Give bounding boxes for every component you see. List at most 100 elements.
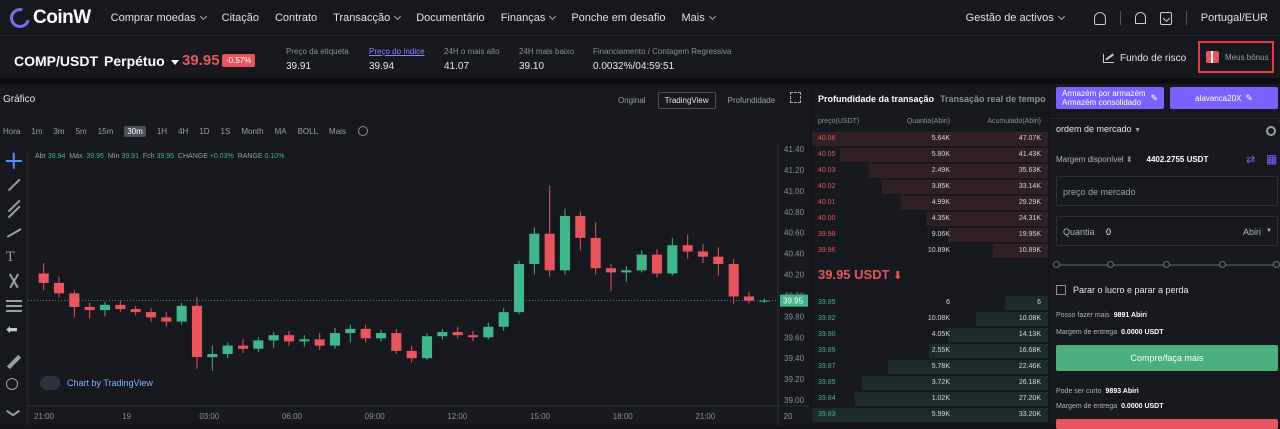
book-row[interactable]: 39.87 5.78K 22.46K — [812, 360, 1048, 374]
bell-icon[interactable] — [1134, 12, 1146, 24]
tp-sl-checkbox[interactable]: Parar o lucro e parar a perda — [1056, 285, 1189, 295]
book-row[interactable]: 39.95 6 6 — [812, 296, 1048, 310]
timeframe-10[interactable]: Month — [241, 126, 264, 136]
locale-selector[interactable]: Portugal/EUR — [1200, 12, 1268, 24]
gear-icon[interactable] — [1266, 126, 1276, 136]
quantity-unit-selector[interactable]: Abiri — [1242, 227, 1261, 237]
timeframe-7[interactable]: 4H — [178, 126, 189, 136]
candle-body — [575, 215, 586, 238]
nav-item-4[interactable]: Documentário — [416, 12, 484, 24]
book-row[interactable]: 39.90 4.05K 14.13K — [812, 328, 1048, 342]
tab-trades[interactable]: Transação real de tempo — [940, 94, 1046, 104]
slider-step[interactable] — [1053, 261, 1060, 268]
brush-icon[interactable] — [6, 226, 22, 240]
slider-step[interactable] — [1273, 261, 1280, 268]
zoom-in-icon[interactable] — [6, 378, 18, 390]
market-price-field[interactable]: preço de mercado — [1056, 176, 1278, 206]
book-row[interactable]: 40.01 4.99K 29.29K — [812, 196, 1048, 210]
asset-management-label: Gestão de activos — [965, 12, 1054, 24]
download-icon[interactable] — [1159, 11, 1172, 25]
fib-icon[interactable] — [6, 199, 21, 218]
timeframe-1[interactable]: 1m — [31, 126, 43, 136]
contract-selector[interactable]: Perpétuo — [104, 53, 179, 69]
timeframe-8[interactable]: 1D — [199, 126, 210, 136]
nav-item-5[interactable]: Finanças — [501, 12, 557, 24]
nav-item-0[interactable]: Comprar moedas — [111, 12, 207, 24]
grid-icon[interactable]: ▦ — [1266, 152, 1278, 166]
book-row[interactable]: 39.83 5.99K 33.20K — [812, 408, 1048, 422]
tab-depth[interactable]: Profundidade da transação — [818, 94, 935, 104]
chart-view-tab[interactable]: TradingView — [657, 92, 716, 109]
risk-fund-link[interactable]: Fundo de risco — [1103, 53, 1186, 64]
sell-short-button[interactable] — [1056, 419, 1278, 429]
timeframe-11[interactable]: MA — [274, 126, 287, 136]
timeframe-2[interactable]: 3m — [53, 126, 65, 136]
timeframe-9[interactable]: 1S — [220, 126, 231, 136]
book-row[interactable]: 40.03 2.49K 35.63K — [812, 164, 1048, 178]
nav-item-3[interactable]: Transacção — [333, 12, 402, 24]
book-row[interactable]: 40.02 3.85K 33.14K — [812, 180, 1048, 194]
candle-body — [605, 268, 617, 273]
depth-bar — [888, 360, 1048, 374]
depth-bar — [929, 344, 1048, 358]
warehouse-mode-button[interactable]: Armazém por armazém Armazém consolidado ✎ — [1056, 87, 1164, 109]
leverage-button[interactable]: alavanca20X ✎ — [1170, 87, 1278, 109]
book-row[interactable]: 39.89 2.55K 16.68K — [812, 344, 1048, 358]
chart-view-tab[interactable]: Profundidade — [727, 96, 776, 105]
settings-gear-icon[interactable] — [357, 126, 368, 136]
arrow-left-icon[interactable]: ⬅ — [6, 321, 18, 337]
chart-view-tab[interactable]: Original — [618, 96, 646, 105]
pair-name: COMP/USDT — [14, 53, 98, 69]
timeframe-6[interactable]: 1H — [156, 126, 168, 136]
timeframe-4[interactable]: 15m — [97, 126, 114, 136]
nav-item-7[interactable]: Mais — [682, 12, 716, 24]
nav-item-1[interactable]: Citação — [222, 12, 259, 24]
depth-bar — [854, 392, 1048, 406]
row-price: 39.96 — [818, 247, 836, 254]
nav-item-6[interactable]: Ponche em desafio — [571, 12, 665, 24]
ruler-icon[interactable] — [6, 354, 22, 370]
book-row[interactable]: 40.06 5.64K 47.07K — [812, 132, 1048, 146]
slider-step[interactable] — [1163, 261, 1170, 268]
candlestick-chart[interactable]: 41.4041.2041.0040.8040.6040.4040.2040.00… — [28, 144, 810, 425]
tradingview-credit[interactable]: Chart by TradingView — [40, 376, 153, 390]
transfer-icon[interactable]: ⇄ — [1246, 154, 1256, 166]
trendline-icon[interactable] — [6, 178, 21, 192]
row-qty: 5.80K — [931, 151, 950, 158]
timeframe-12[interactable]: BOLL — [297, 126, 319, 136]
coinw-logo[interactable]: CoinW — [6, 3, 91, 32]
chevron-down-icon — [549, 12, 557, 20]
chevron-down-icon[interactable] — [6, 406, 20, 420]
book-row[interactable]: 40.05 5.80K 41.43K — [812, 148, 1048, 162]
my-bonus-button[interactable]: Meus bônus — [1198, 41, 1274, 73]
nav-item-2[interactable]: Contrato — [275, 12, 317, 24]
range-label: RANGE — [237, 153, 263, 160]
book-row[interactable]: 39.98 9.06K 19.95K — [812, 228, 1048, 242]
book-row[interactable]: 40.00 4.35K 24.31K — [812, 212, 1048, 226]
asset-management-menu[interactable]: Gestão de activos — [965, 12, 1065, 24]
timeframe-0[interactable]: Hora — [3, 126, 21, 136]
buy-long-button[interactable]: Compre/faça mais — [1056, 345, 1278, 371]
measure-icon[interactable] — [6, 298, 22, 312]
slider-step[interactable] — [1219, 261, 1226, 268]
ticker-stat[interactable]: Preço do índice 39.94 — [369, 47, 425, 72]
user-icon[interactable] — [1093, 11, 1106, 25]
timeframe-3[interactable]: 5m — [75, 126, 87, 136]
pattern-icon[interactable] — [6, 273, 20, 289]
fullscreen-icon[interactable] — [790, 92, 801, 103]
book-row[interactable]: 39.85 3.72K 26.18K — [812, 376, 1048, 390]
quantity-slider[interactable] — [1053, 261, 1280, 268]
timeframe-13[interactable]: Mais — [329, 126, 346, 136]
text-tool-icon[interactable]: T — [6, 250, 15, 265]
stat-value: 39.94 — [369, 61, 395, 72]
candle-body — [191, 305, 203, 358]
crosshair-icon[interactable] — [6, 152, 22, 169]
stat-label: Financiamento / Contagem Regressiva — [593, 47, 732, 56]
book-row[interactable]: 39.92 10.08K 10.08K — [812, 312, 1048, 326]
slider-step[interactable] — [1107, 261, 1114, 268]
order-type-selector[interactable]: ordem de mercado ▼ — [1056, 124, 1141, 134]
timeframe-5[interactable]: 30m — [124, 125, 146, 137]
book-row[interactable]: 39.84 1.02K 27.20K — [812, 392, 1048, 406]
quantity-field[interactable]: Quantia 0 Abiri ▼ — [1056, 216, 1278, 246]
book-row[interactable]: 39.96 10.89K 10.89K — [812, 244, 1048, 258]
